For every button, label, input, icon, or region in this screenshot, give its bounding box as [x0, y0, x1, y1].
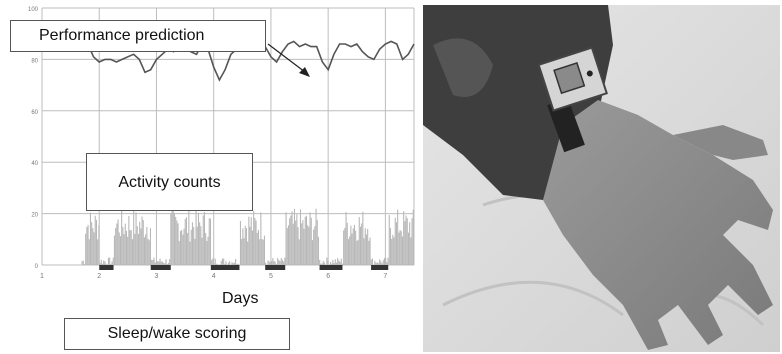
x-tick-label: 3 — [155, 273, 159, 280]
hand — [543, 100, 773, 350]
performance-prediction-label: Performance prediction — [10, 20, 266, 52]
sleep-segment — [371, 265, 389, 270]
y-tick-label: 60 — [31, 110, 38, 116]
y-tick-label: 20 — [31, 213, 38, 219]
sleep-segment — [265, 265, 286, 270]
y-tick-label: 40 — [31, 161, 38, 167]
sleep-wake-series — [99, 265, 389, 270]
x-tick-label: 2 — [97, 273, 101, 280]
y-tick-label: 80 — [31, 58, 38, 64]
actigraphy-chart: 0 20 40 60 80 100 1 2 3 4 5 6 7 — [28, 7, 415, 280]
chart-grid — [41, 7, 415, 266]
x-tick-label: 1 — [40, 273, 44, 280]
y-tick-label: 100 — [28, 7, 39, 13]
thumb — [673, 125, 768, 160]
actigraph-strap — [547, 97, 585, 153]
y-tick-labels: 0 20 40 60 80 100 — [28, 7, 39, 270]
x-tick-label: 5 — [269, 273, 273, 280]
x-tick-label: 7 — [383, 273, 387, 280]
actigraphy-chart-panel: 0 20 40 60 80 100 1 2 3 4 5 6 7 Performance predict… — [10, 7, 415, 350]
sleep-segment — [319, 265, 343, 270]
annotation-arrow — [267, 43, 306, 73]
y-tick-label: 0 — [35, 264, 39, 270]
x-tick-label: 6 — [326, 273, 330, 280]
sleep-segment — [99, 265, 114, 270]
sleep-segment — [150, 265, 171, 270]
x-tick-labels: 1 2 3 4 5 6 7 — [40, 273, 387, 280]
wrist-actigraph-photo — [423, 5, 780, 352]
sleep-wake-scoring-label: Sleep/wake scoring — [64, 318, 290, 350]
activity-counts-series — [81, 208, 414, 265]
x-axis-label: Days — [222, 290, 259, 307]
sleep-segment — [210, 265, 240, 270]
actigraph-device — [537, 46, 608, 112]
x-tick-label: 4 — [212, 273, 216, 280]
activity-counts-label: Activity counts — [86, 153, 253, 211]
annotation-arrowhead — [299, 67, 310, 77]
